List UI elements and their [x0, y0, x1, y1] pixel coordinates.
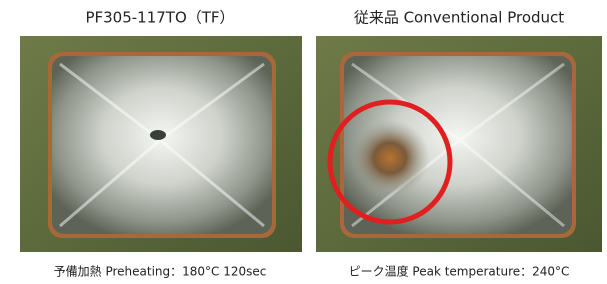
panel-caption: 予備加熱 Preheating：180°C 120sec — [54, 264, 267, 279]
panel-caption: ピーク温度 Peak temperature：240°C — [349, 264, 570, 279]
panel-title: 従来品 Conventional Product — [354, 9, 564, 27]
photo-right — [316, 36, 602, 252]
comparison: PF305-117TO（TF） 従来品 Conventional Product… — [0, 0, 607, 284]
panel-title: PF305-117TO（TF） — [85, 9, 234, 27]
photo-left — [20, 36, 302, 252]
page: PF305-117TO（TF） 従来品 Conventional Product… — [0, 0, 607, 284]
